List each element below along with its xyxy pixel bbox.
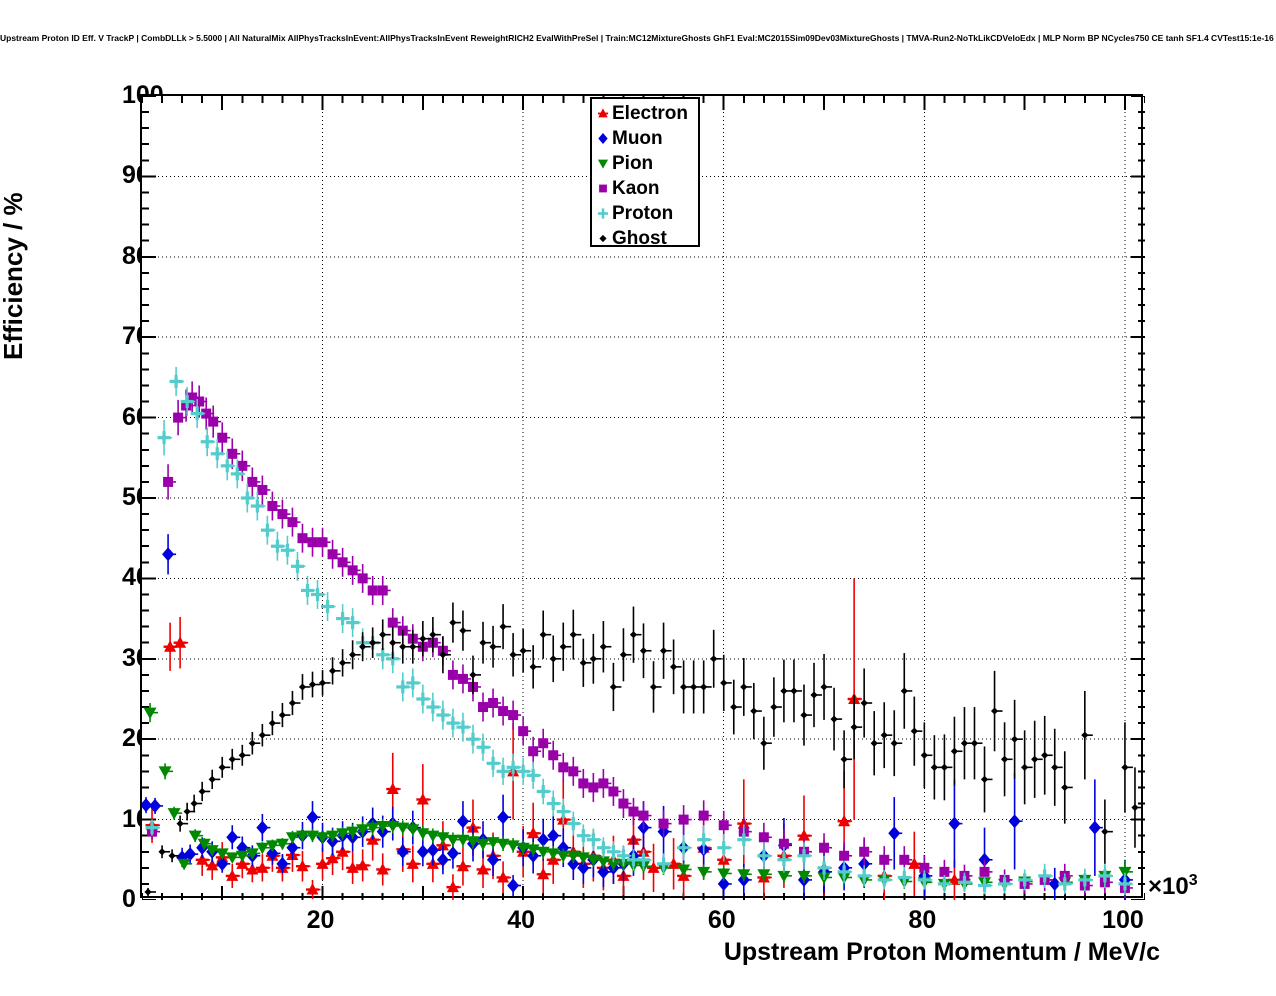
plot-title: Upstream Proton ID Eff. V TrackP | CombD… [0,33,1276,43]
legend-entry-ghost[interactable]: Ghost [594,226,698,251]
legend-entry-pion[interactable]: Pion [594,151,698,176]
series-kaon [147,381,1133,899]
legend-label: Electron [612,103,689,124]
legend-entry-electron[interactable]: Electron [594,101,698,126]
circle-icon [594,126,612,151]
legend-label: Ghost [612,228,667,249]
y-axis-title: Efficiency / % [0,192,28,360]
x-axis-multiplier: ×103 [1148,872,1198,900]
legend-entry-kaon[interactable]: Kaon [594,176,698,201]
legend-label: Muon [612,128,663,149]
y-axis-tick-labels: 0102030405060708090100 [122,81,164,913]
legend-entry-proton[interactable]: Proton [594,201,698,226]
x-tick-100: 100 [1102,906,1144,934]
legend-entry-muon[interactable]: Muon [594,126,698,151]
square-icon [594,176,612,201]
legend-label: Proton [612,203,674,224]
series-muon [142,534,1133,900]
triangle-up-icon [594,101,612,126]
cross-icon [594,201,612,226]
series-ghost [144,602,1143,896]
x-tick-60: 60 [707,906,736,934]
data-layer [142,96,1145,900]
legend-label: Kaon [612,178,660,199]
dot-icon [594,226,612,251]
x-tick-40: 40 [507,906,536,934]
legend-label: Pion [612,153,654,174]
x-tick-80: 80 [908,906,937,934]
triangle-down-icon [594,151,612,176]
x-axis-title: Upstream Proton Momentum / MeV/c [723,938,1160,966]
legend: Electron Muon Pion Kaon Proton Ghost [590,97,700,249]
x-tick-20: 20 [306,906,335,934]
